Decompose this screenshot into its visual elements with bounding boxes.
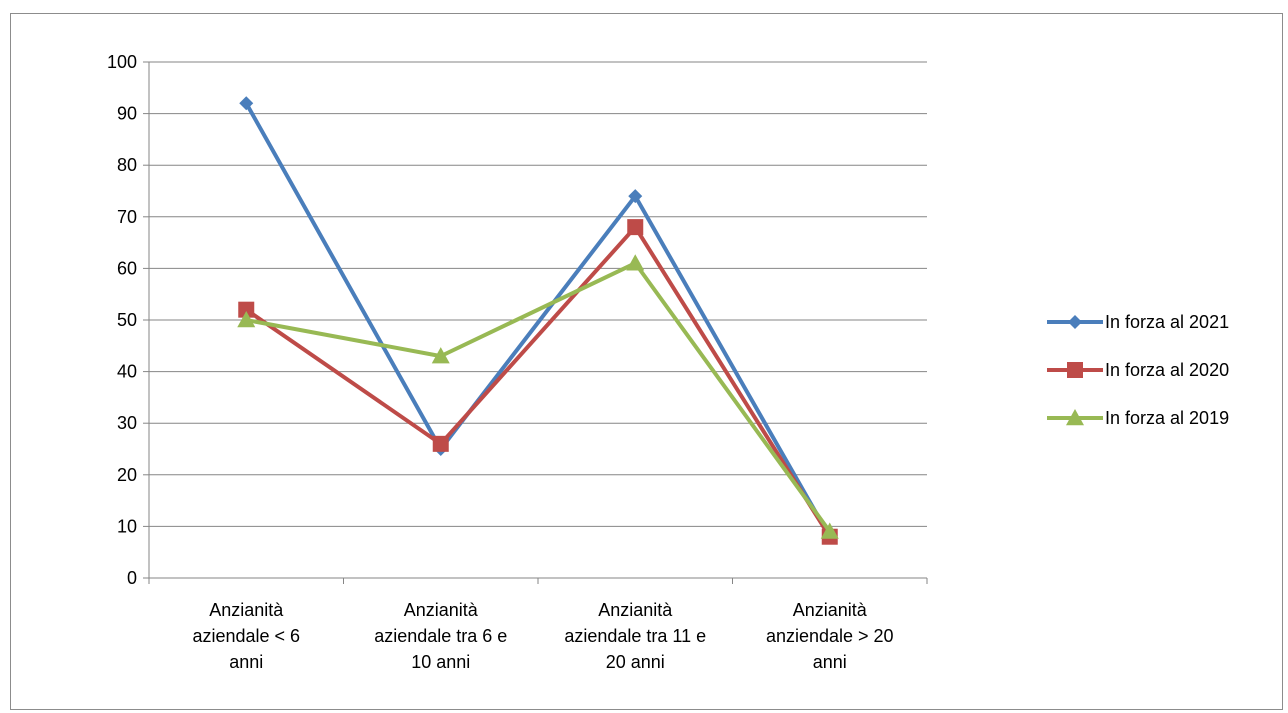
data-point-marker (238, 301, 255, 318)
x-category-label: Anzianità aziendale < 6 anni (192, 600, 300, 672)
x-category-label-line: 10 anni (411, 652, 470, 672)
legend-label: In forza al 2019 (1105, 408, 1229, 428)
legend-marker (1067, 362, 1083, 378)
y-tick-label: 90 (117, 104, 137, 124)
x-category-label-line: Anzianità (404, 600, 479, 620)
x-category-label-line: Anzianità (793, 600, 868, 620)
data-point-marker (239, 96, 254, 111)
x-category-label-line: 20 anni (606, 652, 665, 672)
legend-label: In forza al 2020 (1105, 360, 1229, 380)
x-category-label-line: aziendale tra 11 e (564, 626, 706, 646)
data-point-marker (820, 522, 839, 539)
series-line (245, 261, 832, 533)
gridlines (149, 61, 927, 527)
y-tick-label: 40 (117, 362, 137, 382)
y-tick-labels: 0 10 20 30 40 50 60 70 80 90 100 (107, 52, 137, 588)
x-category-label: Anzianità anziendale > 20 anni (766, 600, 894, 672)
x-category-label-line: aziendale tra 6 e (374, 626, 507, 646)
legend-marker (1066, 409, 1084, 426)
y-tick-label: 0 (127, 568, 137, 588)
x-category-label-line: anni (813, 652, 847, 672)
legend-entry: In forza al 2019 (1047, 408, 1229, 428)
y-tick-label: 10 (117, 516, 137, 536)
series-3 (237, 254, 839, 539)
y-tick-label: 100 (107, 52, 137, 72)
legend: In forza al 2021 In forza al 2020 In forza… (1047, 312, 1229, 428)
y-tick-label: 80 (117, 155, 137, 175)
y-tick-label: 30 (117, 413, 137, 433)
legend-marker (1068, 315, 1082, 329)
x-category-label-line: Anzianità (209, 600, 284, 620)
x-category-label-line: aziendale < 6 (192, 626, 300, 646)
data-point-marker (431, 347, 450, 364)
y-tick-label: 60 (117, 258, 137, 278)
legend-label: In forza al 2021 (1105, 312, 1229, 332)
data-point-marker (432, 435, 449, 452)
series-line (245, 225, 832, 538)
x-category-label: Anzianità aziendale tra 6 e 10 anni (374, 600, 507, 672)
series-line (244, 102, 832, 538)
x-category-label: Anzianità aziendale tra 11 e 20 anni (564, 600, 706, 672)
legend-entry: In forza al 2020 (1047, 360, 1229, 380)
x-category-label-line: anziendale > 20 (766, 626, 894, 646)
legend-entry: In forza al 2021 (1047, 312, 1229, 332)
data-point-marker (628, 189, 643, 204)
series-1 (239, 96, 837, 544)
data-point-marker (237, 311, 256, 328)
x-category-label-line: Anzianità (598, 600, 673, 620)
y-tick-label: 50 (117, 310, 137, 330)
data-point-marker (626, 254, 645, 271)
data-point-marker (627, 219, 644, 236)
series-2 (238, 219, 838, 545)
axes (143, 61, 928, 584)
series-lines (237, 96, 839, 545)
x-category-label-line: anni (229, 652, 263, 672)
x-category-labels: Anzianità aziendale < 6 anni Anzianità azien… (192, 600, 893, 672)
line-chart: 0 10 20 30 40 50 60 70 80 90 100 Anzianità aziendal… (107, 52, 1229, 672)
y-tick-label: 70 (117, 207, 137, 227)
y-tick-label: 20 (117, 465, 137, 485)
chart-frame: 0 10 20 30 40 50 60 70 80 90 100 Anzianità aziendal… (10, 13, 1283, 710)
